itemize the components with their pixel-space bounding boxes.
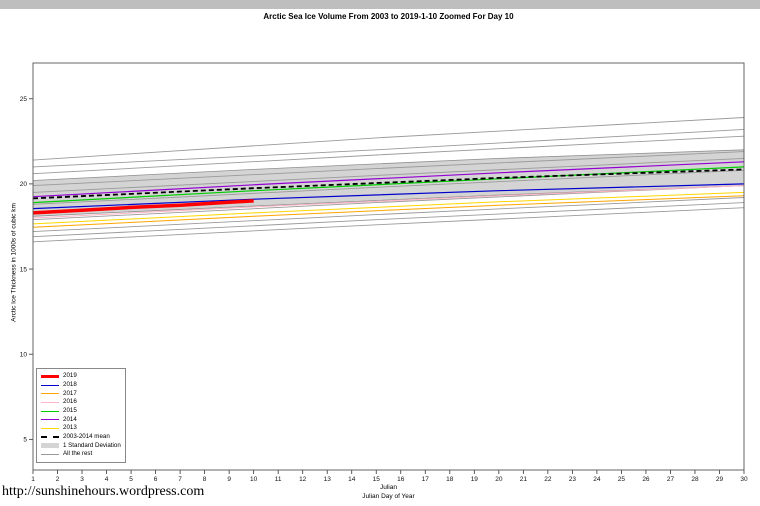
- series-line-2017: [32, 195, 745, 228]
- legend-label: 2018: [63, 380, 77, 388]
- legend-item: 2013: [41, 424, 121, 433]
- x-tick-label: 15: [373, 476, 381, 483]
- rest-year-line: [32, 207, 745, 243]
- legend-line-sample: [41, 393, 59, 395]
- legend-item: 2016: [41, 398, 121, 407]
- x-tick-label: 24: [593, 476, 601, 483]
- x-tick-label: 29: [716, 476, 724, 483]
- rest-year-line: [32, 197, 745, 233]
- std-dev-band-upper-edge: [32, 149, 745, 181]
- x-tick-label: 6: [154, 476, 158, 483]
- x-tick-label: 27: [667, 476, 675, 483]
- rest-year-line: [32, 185, 745, 221]
- x-tick-label: 2: [56, 476, 60, 483]
- rest-year-line: [32, 117, 745, 161]
- x-tick-label: 20: [495, 476, 503, 483]
- x-tick-label: 25: [618, 476, 626, 483]
- y-tick-label: 5: [23, 437, 27, 444]
- x-axis-sublabel: Julian Day of Year: [362, 493, 415, 500]
- y-tick-label: 20: [20, 181, 28, 188]
- x-tick-label: 22: [544, 476, 552, 483]
- rest-year-line: [32, 202, 745, 238]
- page-url-text: http://sunshinehours.wordpress.com: [2, 484, 205, 499]
- legend-label: 2014: [63, 415, 77, 423]
- legend-item: All the rest: [41, 450, 121, 459]
- x-tick-label: 17: [422, 476, 430, 483]
- x-tick-label: 26: [642, 476, 650, 483]
- series-line-2014: [32, 161, 745, 198]
- legend-line-sample: [41, 454, 59, 456]
- x-tick-label: 3: [80, 476, 84, 483]
- legend-label: 2015: [63, 406, 77, 414]
- legend-item: 2003-2014 mean: [41, 433, 121, 442]
- x-tick-label: 18: [446, 476, 454, 483]
- legend-label: 2003-2014 mean: [63, 433, 110, 441]
- x-tick-label: 21: [520, 476, 528, 483]
- y-tick-label: 15: [20, 266, 28, 273]
- legend-item: 2018: [41, 381, 121, 390]
- x-tick-label: 30: [740, 476, 748, 483]
- x-tick-label: 10: [250, 476, 258, 483]
- rest-year-line: [32, 135, 745, 175]
- legend-line-sample: [41, 374, 59, 378]
- legend-line-sample: [41, 419, 59, 421]
- x-tick-label: 4: [105, 476, 109, 483]
- legend-label: 2017: [63, 389, 77, 397]
- x-tick-label: 28: [691, 476, 699, 483]
- legend-line-sample: [41, 436, 59, 439]
- plot-box: [32, 62, 745, 471]
- rest-year-line: [32, 169, 745, 205]
- x-tick-label: 9: [227, 476, 231, 483]
- legend-item: 2019: [41, 372, 121, 381]
- legend-line-sample: [41, 384, 59, 386]
- series-line-2019: [32, 199, 254, 215]
- y-tick-label: 10: [20, 352, 28, 359]
- legend-item: 2014: [41, 415, 121, 424]
- series-line-2016: [32, 185, 745, 219]
- y-tick-label: 25: [20, 96, 28, 103]
- x-axis-label: Julian: [380, 484, 397, 491]
- window-top-strip: [0, 0, 760, 9]
- x-tick-label: 7: [178, 476, 182, 483]
- legend-label: 2016: [63, 398, 77, 406]
- x-tick-label: 12: [299, 476, 307, 483]
- rest-year-line: [32, 157, 745, 193]
- series-line-2018: [32, 183, 745, 210]
- legend-label: 2013: [63, 424, 77, 432]
- x-tick-label: 5: [129, 476, 133, 483]
- x-tick-label: 1: [31, 476, 35, 483]
- legend-label: 1 Standard Deviation: [63, 441, 121, 449]
- legend: 2019 2018 2017 2016 2015 2014 2013 2003-2014 me…: [36, 368, 126, 463]
- series-line-2003-2014-mean: [32, 168, 745, 200]
- series-line-2013: [32, 191, 745, 225]
- x-tick-label: 16: [397, 476, 405, 483]
- x-tick-label: 19: [471, 476, 479, 483]
- legend-label: 2019: [63, 372, 77, 380]
- chart-title: Arctic Sea Ice Volume From 2003 to 2019-…: [263, 12, 514, 21]
- legend-band-sample: [41, 443, 59, 449]
- legend-line-sample: [41, 410, 59, 412]
- legend-label: All the rest: [63, 450, 93, 458]
- rest-year-line: [32, 151, 745, 187]
- y-axis-label: Arctic Ice Thickness in 1000s of cubic k…: [10, 203, 18, 322]
- x-tick-label: 8: [203, 476, 207, 483]
- legend-line-sample: [41, 401, 59, 403]
- legend-item: 2017: [41, 389, 121, 398]
- x-tick-label: 14: [348, 476, 356, 483]
- x-tick-label: 11: [275, 476, 282, 483]
- x-tick-label: 23: [569, 476, 577, 483]
- x-tick-label: 13: [324, 476, 332, 483]
- legend-item: 1 Standard Deviation: [41, 442, 121, 451]
- legend-line-sample: [41, 427, 59, 429]
- legend-item: 2015: [41, 407, 121, 416]
- rest-year-line: [32, 128, 745, 168]
